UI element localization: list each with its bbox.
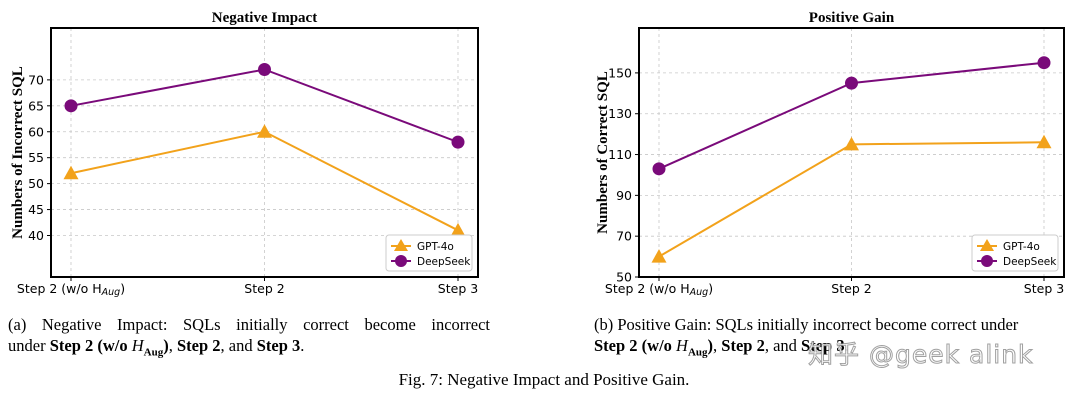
chart2-ytick-label: 150 [608, 65, 632, 80]
chart2-point-deepseek [1037, 56, 1051, 70]
chart2-point-gpt4o [844, 136, 859, 151]
chart2-ytick-label: 50 [616, 270, 632, 285]
chart2-ytick-label: 70 [616, 229, 632, 244]
chart2-title: Positive Gain [809, 10, 895, 26]
chart2-legend-label: GPT-4o [1003, 241, 1040, 253]
caption-a-step3: Step 3 [256, 336, 301, 355]
caption-a: (a) Negative Impact: SQLs initially corr… [8, 314, 490, 363]
chart1-xtick-label: Step 2 [244, 281, 284, 296]
caption-a-step2: Step 2 [176, 336, 221, 355]
caption-a-end: . [300, 336, 305, 355]
chart1-ytick-label: 45 [28, 202, 44, 217]
chart1-legend-label: DeepSeek [417, 256, 471, 268]
chart1-legend-marker-deepseek [395, 255, 407, 267]
chart1-ytick-label: 70 [28, 72, 44, 87]
chart2-ytick-label: 110 [608, 147, 632, 162]
caption-a-h: H [131, 336, 144, 355]
chart1-ytick-label: 60 [28, 124, 44, 139]
chart1-ytick-label: 50 [28, 176, 44, 191]
chart2-group: 50 70 90 110 130 150 Step 2 (w/o HAug) Step 2 St… [595, 10, 1065, 298]
chart2-point-gpt4o [651, 249, 667, 263]
caption-a-aug: Aug [143, 346, 164, 359]
caption-a-line2: under Step 2 (w/o HAug), Step 2, and Ste… [8, 335, 490, 363]
chart2-xtick-label: Step 2 (w/o HAug) [605, 281, 713, 298]
chart2-ytick-label: 90 [616, 188, 632, 203]
caption-b-line2: Step 2 (w/o HAug), Step 2, and Step 3. [594, 335, 1080, 363]
chart1-point-deepseek [64, 99, 78, 113]
caption-a-step2wo: Step 2 (w/o [49, 336, 132, 355]
caption-b-sep1: , [713, 336, 722, 355]
chart1-point-gpt4o [450, 222, 466, 237]
chart1-ytick-label: 65 [28, 98, 44, 113]
chart2-ylabel: Numbers of Correct SQL [595, 71, 611, 234]
caption-b-step2wo: Step 2 (w/o [594, 336, 677, 355]
chart1-ylabel: Numbers of Incorrect SQL [10, 66, 26, 239]
caption-b: (b) Positive Gain: SQLs initially incorr… [594, 314, 1080, 363]
chart1-ytick-label: 55 [28, 150, 44, 165]
chart1-ytick-label: 40 [28, 228, 44, 243]
watermark: 知乎 @geek alink [808, 340, 1034, 370]
chart1-title: Negative Impact [212, 10, 317, 26]
chart2-xtick-label: Step 3 [1024, 281, 1064, 296]
caption-b-sep2: , and [764, 336, 802, 355]
chart1-point-gpt4o [257, 124, 272, 138]
caption-a-sep1: , [168, 336, 177, 355]
caption-b-end: . [844, 336, 849, 355]
chart1-xtick-label: Step 3 [438, 281, 478, 296]
chart1-legend-marker-gpt4o [394, 239, 408, 251]
caption-b-step2: Step 2 [721, 336, 765, 355]
caption-b-aug: Aug [687, 346, 708, 359]
chart1-point-gpt4o [63, 165, 79, 180]
chart2-xtick-label: Step 2 [831, 281, 871, 296]
caption-b-line1: (b) Positive Gain: SQLs initially incorr… [594, 315, 1019, 334]
caption-b-step3: Step 3 [801, 336, 845, 355]
chart2-point-gpt4o [1036, 134, 1052, 149]
caption-b-h: H [676, 336, 688, 355]
figure-caption: Fig. 7: Negative Impact and Positive Gai… [398, 370, 690, 389]
chart1-legend-label: GPT-4o [417, 241, 454, 253]
caption-a-under: under [8, 336, 50, 355]
chart2-point-deepseek [845, 76, 858, 90]
chart2-point-deepseek [652, 162, 666, 176]
chart1-xtick-label: Step 2 (w/o HAug) [17, 281, 125, 298]
chart2-legend-label: DeepSeek [1003, 256, 1057, 268]
figure-charts: 40 45 50 55 60 65 70 Step 2 (w/o HAug) Step 2 Ste… [10, 10, 1065, 298]
caption-a-sep2: , and [220, 336, 257, 355]
chart2-legend-marker-gpt4o [980, 239, 994, 251]
chart1-point-deepseek [451, 135, 465, 149]
chart2-legend-marker-deepseek [981, 255, 993, 267]
chart2-ytick-label: 130 [608, 106, 632, 121]
chart1-group: 40 45 50 55 60 65 70 Step 2 (w/o HAug) Step 2 Ste… [10, 10, 479, 298]
caption-a-line1: (a) Negative Impact: SQLs initially corr… [8, 315, 490, 334]
caption-a-close: ) [163, 336, 169, 355]
caption-b-close: ) [707, 336, 714, 355]
chart1-point-deepseek [258, 63, 271, 76]
